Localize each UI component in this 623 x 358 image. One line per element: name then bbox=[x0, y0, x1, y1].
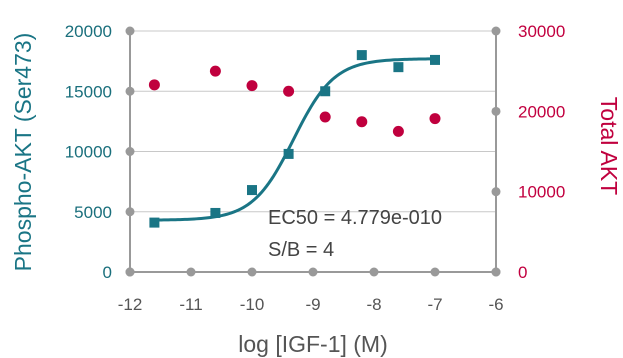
x-tick-dot--10 bbox=[247, 267, 257, 277]
x-tick-label--10: -10 bbox=[240, 295, 265, 314]
y-left-tick-dot-15000 bbox=[125, 86, 135, 96]
phospho-akt-point-0 bbox=[149, 217, 160, 228]
y-axis-left-title: Phospho-AKT (Ser473) bbox=[10, 33, 36, 272]
x-tick-label--12: -12 bbox=[118, 295, 143, 314]
y-right-tick-label-10000: 10000 bbox=[518, 183, 565, 202]
x-tick-label--9: -9 bbox=[305, 295, 320, 314]
y-left-tick-label-5000: 5000 bbox=[74, 203, 112, 222]
phospho-akt-point-2 bbox=[247, 185, 257, 196]
y-left-tick-label-15000: 15000 bbox=[65, 82, 112, 101]
y-left-tick-dot-10000 bbox=[125, 147, 135, 156]
phospho-akt-point-7 bbox=[430, 54, 440, 65]
ec50-annotation: EC50 = 4.779e-010 bbox=[268, 207, 442, 229]
total-akt-point-1 bbox=[209, 65, 221, 77]
signal-to-background-annotation: S/B = 4 bbox=[268, 239, 334, 261]
x-tick-dot--8 bbox=[369, 267, 379, 277]
y-left-tick-dot-5000 bbox=[125, 207, 135, 217]
x-axis-title: log [IGF-1] (M) bbox=[238, 331, 388, 357]
y-left-tick-dot-20000 bbox=[125, 26, 135, 36]
tick-labels: 0 5000 10000 15000 20000 0 10000 20000 30000 -12 -… bbox=[65, 22, 566, 314]
x-tick-label--11: -11 bbox=[179, 295, 202, 314]
x-tick-dot--7 bbox=[430, 267, 440, 277]
y-axis-right-title: Total AKT bbox=[596, 97, 622, 195]
fit-curve-layer bbox=[154, 57, 436, 222]
total-akt-point-5 bbox=[356, 116, 368, 128]
x-tick-label--8: -8 bbox=[366, 295, 381, 314]
x-tick-dot--9 bbox=[308, 267, 318, 277]
phospho-akt-point-3 bbox=[283, 148, 294, 159]
total-akt-point-6 bbox=[392, 125, 404, 137]
phospho-akt-fit-curve bbox=[154, 57, 436, 222]
phospho-akt-point-6 bbox=[393, 62, 404, 73]
total-akt-point-7 bbox=[429, 113, 441, 125]
y-right-tick-label-20000: 20000 bbox=[518, 102, 565, 121]
phospho-akt-point-5 bbox=[356, 50, 367, 61]
data-marks bbox=[148, 50, 441, 228]
y-right-tick-label-30000: 30000 bbox=[518, 22, 565, 41]
phospho-akt-point-1 bbox=[210, 207, 221, 218]
total-akt-point-4 bbox=[319, 111, 331, 123]
y-left-tick-label-20000: 20000 bbox=[65, 22, 112, 41]
x-tick-dot--6 bbox=[491, 267, 501, 277]
phospho-akt-point-4 bbox=[320, 86, 331, 97]
x-tick-dot--12 bbox=[125, 267, 135, 277]
x-tick-label--6: -6 bbox=[488, 295, 503, 314]
x-tick-label--7: -7 bbox=[427, 295, 442, 314]
y-right-tick-dot-20000 bbox=[491, 106, 501, 116]
total-akt-point-2 bbox=[246, 80, 258, 92]
total-akt-point-3 bbox=[283, 85, 295, 97]
y-left-tick-label-0: 0 bbox=[103, 263, 112, 282]
gridlines bbox=[130, 30, 496, 213]
y-left-tick-label-10000: 10000 bbox=[65, 143, 112, 162]
y-right-tick-dot-30000 bbox=[491, 26, 501, 36]
axes bbox=[125, 26, 501, 277]
y-right-tick-dot-10000 bbox=[491, 187, 501, 197]
y-right-tick-label-0: 0 bbox=[518, 263, 527, 282]
x-tick-dot--11 bbox=[186, 267, 196, 277]
total-akt-point-0 bbox=[148, 79, 160, 91]
